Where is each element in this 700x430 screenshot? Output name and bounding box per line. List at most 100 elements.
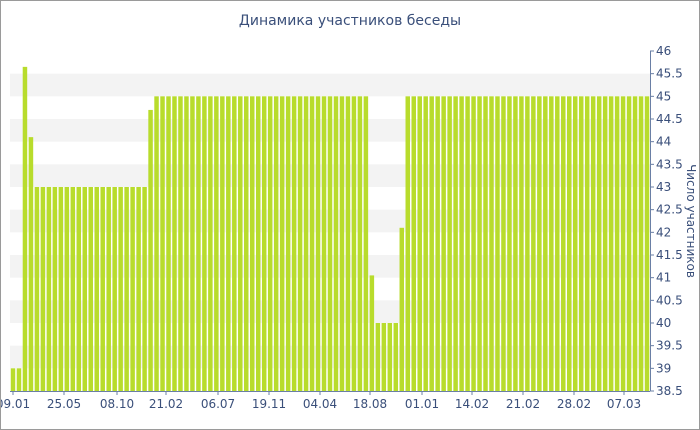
bar — [567, 96, 572, 391]
bar — [584, 96, 590, 391]
bar — [196, 96, 201, 391]
bar — [375, 323, 381, 391]
bar — [202, 96, 207, 391]
bar — [94, 187, 99, 391]
bar — [214, 96, 219, 391]
bar — [184, 96, 189, 391]
bar — [399, 227, 405, 391]
bar — [46, 187, 52, 391]
bar — [166, 96, 171, 391]
bar — [238, 96, 243, 391]
chart-title: Динамика участников беседы — [238, 13, 462, 29]
bar — [453, 96, 458, 391]
bar — [417, 96, 422, 391]
bar — [483, 96, 488, 391]
bar — [471, 96, 476, 391]
bar — [507, 96, 512, 391]
x-tick-label: 19.11 — [252, 397, 286, 411]
bar — [501, 96, 506, 391]
bar — [255, 96, 261, 391]
x-tick-label: 14.02 — [455, 397, 489, 411]
bar — [333, 96, 339, 391]
bar — [154, 96, 159, 391]
bar — [315, 96, 321, 391]
bar — [620, 96, 626, 391]
bar — [555, 96, 560, 391]
bar — [543, 96, 548, 391]
bar — [561, 96, 566, 391]
y-tick-label: 40 — [656, 316, 671, 330]
bar — [136, 187, 141, 391]
bar — [495, 96, 500, 391]
bar — [250, 96, 255, 391]
bar — [64, 187, 70, 391]
bar — [608, 96, 614, 391]
x-tick-label: 21.02 — [149, 397, 183, 411]
y-tick-label: 38.5 — [656, 384, 683, 398]
bar — [489, 96, 494, 391]
x-tick-label: 04.04 — [303, 397, 337, 411]
y-tick-label: 45 — [656, 89, 671, 103]
bar — [76, 187, 82, 391]
bar — [261, 96, 267, 391]
x-tick-label: 01.01 — [405, 397, 439, 411]
bar — [531, 96, 536, 391]
bar — [190, 96, 195, 391]
y-tick-label: 44.5 — [656, 112, 683, 126]
bar — [40, 187, 46, 391]
bar — [303, 96, 309, 391]
x-tick-label: 07.03 — [607, 397, 641, 411]
bar — [106, 187, 111, 391]
bar — [369, 275, 375, 391]
bar — [10, 368, 16, 391]
bar — [465, 96, 470, 391]
y-tick-label: 41.5 — [656, 248, 683, 262]
bar — [441, 96, 446, 391]
bar — [519, 96, 524, 391]
y-tick-label: 39 — [656, 361, 671, 375]
bar — [232, 96, 237, 391]
bar — [345, 96, 351, 391]
bar — [160, 96, 165, 391]
bar — [70, 187, 76, 391]
bar — [357, 96, 363, 391]
bar — [459, 96, 464, 391]
bar — [273, 96, 279, 391]
bar — [590, 96, 596, 391]
bar — [614, 96, 620, 391]
bar — [525, 96, 530, 391]
y-tick-label: 41 — [656, 271, 671, 285]
bar — [291, 96, 297, 391]
y-tick-label: 42.5 — [656, 203, 683, 217]
bar — [34, 187, 40, 391]
x-tick-label: 21.02 — [506, 397, 540, 411]
bar — [363, 96, 369, 391]
y-tick-label: 46 — [656, 44, 671, 58]
bar — [82, 187, 88, 391]
x-tick-label: 06.07 — [201, 397, 235, 411]
bar — [447, 96, 452, 391]
y-tick-label: 45.5 — [656, 67, 683, 81]
bar — [16, 368, 22, 391]
bar — [130, 187, 135, 391]
bar — [578, 96, 584, 391]
bar — [572, 96, 578, 391]
bar — [477, 96, 482, 391]
y-tick-label: 43.5 — [656, 157, 683, 171]
grid-band — [10, 73, 650, 97]
x-tick-label: 08.10 — [100, 397, 134, 411]
y-tick-label: 40.5 — [656, 293, 683, 307]
x-tick-label: 18.08 — [353, 397, 387, 411]
x-tick-label: 25.05 — [47, 397, 81, 411]
y-tick-label: 44 — [656, 135, 671, 149]
bar — [178, 96, 183, 391]
bar — [297, 96, 303, 391]
bar — [602, 96, 608, 391]
bar — [267, 96, 273, 391]
bar — [309, 96, 315, 391]
bar — [626, 96, 632, 391]
bar — [435, 96, 440, 391]
bar — [279, 96, 285, 391]
